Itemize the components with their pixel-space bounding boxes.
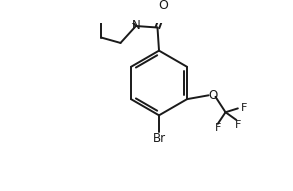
Text: F: F (241, 103, 247, 113)
Text: O: O (159, 0, 168, 12)
Text: F: F (215, 123, 221, 133)
Text: O: O (209, 89, 218, 102)
Text: F: F (235, 120, 241, 129)
Text: N: N (132, 19, 140, 32)
Text: Br: Br (152, 132, 166, 145)
